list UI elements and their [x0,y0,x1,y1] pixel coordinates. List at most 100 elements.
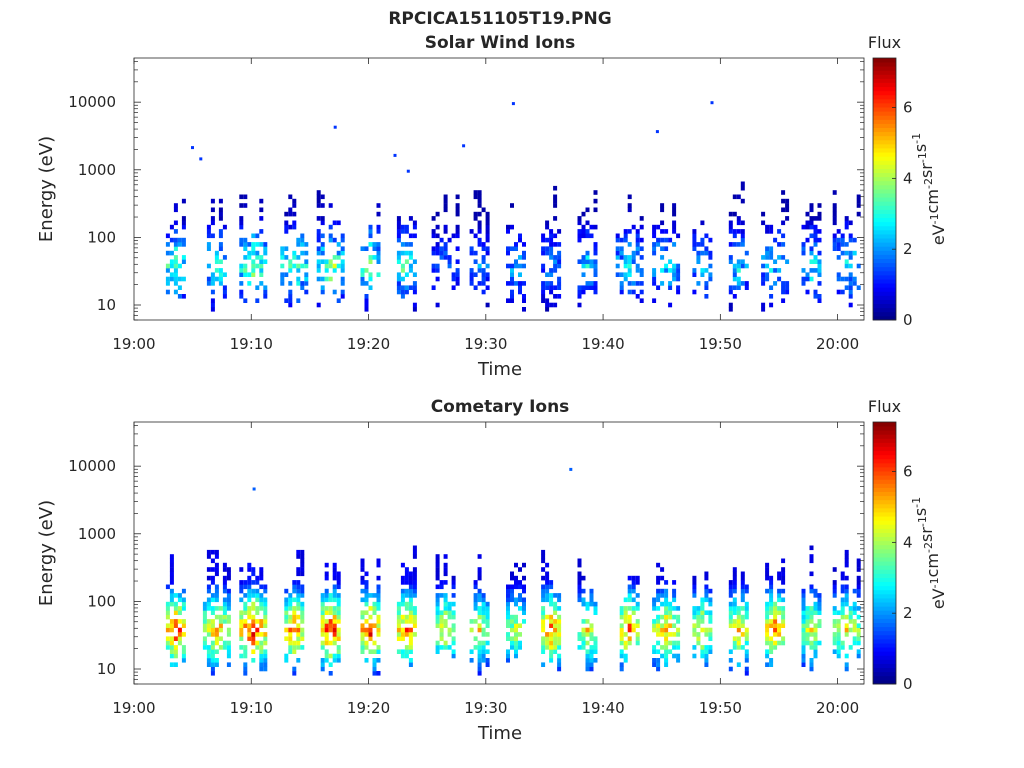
panel1-cell [700,272,705,277]
panel2-cell [732,571,737,577]
panel2-cell [840,584,845,590]
panel1-cell [652,272,657,277]
panel1-cell [660,220,665,226]
panel2-cell [173,606,178,611]
panel1-colorbar-step [873,123,896,128]
panel2-cell [801,606,806,611]
panel1-cell [404,285,409,290]
panel2-cell [218,619,223,624]
panel1-cell [581,259,586,264]
panel2-cell [844,593,849,598]
panel1-cell [848,294,853,299]
panel1-cell [173,207,178,213]
panel2-cell [553,636,558,641]
panel1-cell [557,259,562,264]
panel2-cell [169,597,174,603]
panel2-cell [396,636,401,641]
panel2-colorbar-step [873,516,896,521]
panel2-cell [832,580,837,585]
panel2-cell [320,666,325,672]
panel1-cell [728,255,733,260]
panel1-cell [518,281,522,286]
panel2-cell [169,601,174,607]
panel2-cell [328,619,333,624]
panel2-cell [708,627,713,633]
panel1-cell [324,276,329,282]
panel1-cell [206,233,211,239]
panel2-cell [324,623,329,628]
panel1-cell [435,211,440,217]
panel2-cell [577,571,582,577]
panel1-cell [781,298,786,303]
panel2-cell [296,588,301,594]
panel1-cell [404,272,409,277]
panel1-cell [732,194,737,200]
panel1-cell [541,250,546,256]
panel2-cell [288,593,293,598]
panel1-cell [251,263,256,269]
panel2-cell [251,619,256,624]
panel1-cell [477,194,482,200]
panel1-cell [809,216,814,221]
panel1-cell [255,263,260,269]
panel2-cell [676,606,681,611]
panel1-cell [316,250,321,256]
panel2-cell [557,627,562,633]
panel1-cell [510,203,514,208]
panel1-cell [477,268,482,273]
panel2-cell [439,627,444,633]
panel1-cell [473,250,478,256]
panel2-cell [769,610,774,615]
panel2-colorbar-step [873,606,896,611]
panel2-cell [210,558,215,564]
panel1-cell [652,298,657,303]
panel2-cell [396,601,401,607]
panel2-cell [623,606,628,611]
panel2-cell [840,597,845,603]
panel2-cell [848,627,853,633]
panel2-cell [765,610,770,615]
panel2-cell [481,606,486,611]
panel2-cell [522,610,526,615]
panel1-cell [639,298,644,303]
panel2-cell [169,649,174,654]
panel2-cell [360,588,365,594]
panel1-colorbar-step [873,266,896,272]
panel1-colorbar-step [873,66,896,71]
panel2-cell [732,610,737,615]
panel2-cell [226,567,231,572]
panel2-cell [668,606,673,611]
panel1-cell [316,302,321,308]
panel1-cell [316,246,321,251]
panel2-cell [692,580,697,585]
panel2-cell [506,614,510,620]
panel2-cell [832,567,837,572]
panel2-cell [372,671,377,676]
panel2-cell [813,610,818,615]
panel2-colorbar-step [873,655,896,660]
panel2-cell [364,580,369,585]
panel2-colorbar-step [873,458,896,464]
panel2-cell [781,571,786,577]
panel1-cell [284,224,289,230]
panel2-cell [372,623,377,628]
panel1-cell [316,268,321,273]
panel2-cell [332,610,337,615]
panel2-cell [206,584,211,590]
panel1-spectrogram [165,101,861,312]
panel1-cell [785,281,790,286]
panel2-cell [439,636,444,641]
panel2-cell [324,636,329,641]
panel1-cell [328,203,333,208]
panel1-cell [545,285,550,290]
panel2-cell [840,606,845,611]
panel1-cell [328,276,333,282]
panel2-cell [660,653,665,659]
panel1-cell [477,203,482,208]
panel2-cell [696,632,701,637]
panel2-cell [408,610,413,615]
panel2-cell [243,606,248,611]
panel1-cell [404,224,409,230]
panel2-cell [585,619,590,624]
panel1-cell [631,289,636,295]
